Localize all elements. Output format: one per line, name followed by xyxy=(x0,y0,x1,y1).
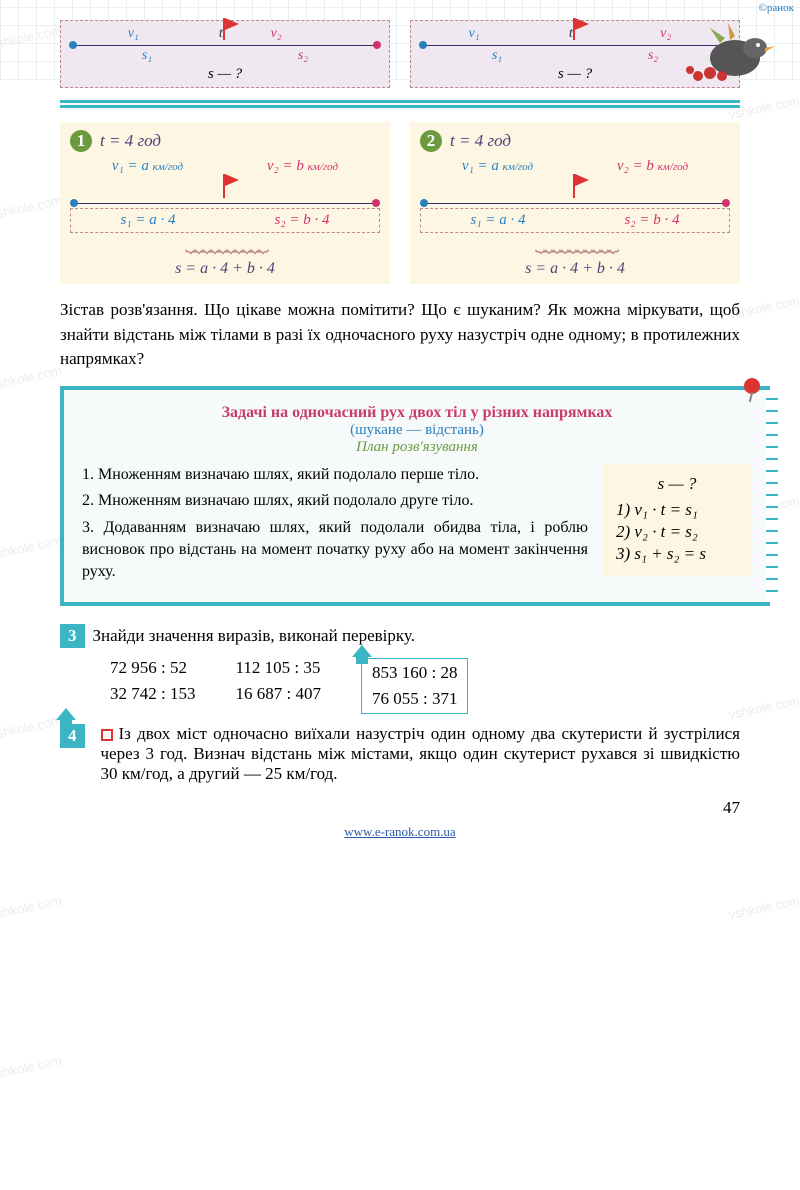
task-3: 3Знайди значення виразів, виконай переві… xyxy=(60,624,740,648)
rules-plan-heading: План розв'язування xyxy=(82,439,752,456)
expressions-grid: 72 956 : 52 32 742 : 153 112 105 : 35 16… xyxy=(110,658,740,714)
rules-box: Задачі на одночасний рух двох тіл у різн… xyxy=(60,386,770,606)
expression: 853 160 : 28 xyxy=(372,663,457,683)
page-number: 47 xyxy=(60,798,740,818)
expression: 76 055 : 371 xyxy=(372,689,457,709)
expression: 112 105 : 35 xyxy=(235,658,320,678)
top-diagram-row: v₁ t v₂ s₁s₂ s — ? v₁ t v₂ s₁s₂ s — ? xyxy=(60,20,740,88)
rules-item: 3. Додаванням визначаю шлях, який подола… xyxy=(82,517,588,584)
rules-list: 1. Множенням визначаю шлях, який подолал… xyxy=(82,464,588,588)
pin-icon xyxy=(744,378,760,394)
home-icon xyxy=(352,645,372,657)
diagram-converging: v₁ t v₂ s₁s₂ s — ? xyxy=(60,20,390,88)
formula-box: s — ? 1) v₁ · t = s₁ 2) v₂ · t = s₂ 3) s… xyxy=(602,464,752,576)
rules-item: 1. Множенням визначаю шлях, який подолал… xyxy=(82,464,588,486)
task-number: 3 xyxy=(60,624,85,648)
rules-subtitle: (шукане — відстань) xyxy=(82,422,752,439)
expression: 72 956 : 52 xyxy=(110,658,195,678)
footer-link[interactable]: www.e-ranok.com.ua xyxy=(60,824,740,840)
task-4: 4 Із двох міст одночасно виїхали назустр… xyxy=(60,724,740,784)
expression: 16 687 : 407 xyxy=(235,684,320,704)
homework-box: 853 160 : 28 76 055 : 371 xyxy=(361,658,468,714)
instruction-paragraph: Зістав розв'язання. Що цікаве можна помі… xyxy=(60,298,740,372)
red-square-icon xyxy=(101,729,113,741)
rules-item: 2. Множенням визначаю шлях, який подолал… xyxy=(82,490,588,512)
worked-examples-row: 1t = 4 год v₁ = a км/год v₂ = b км/год s… xyxy=(60,122,740,284)
bird-illustration-icon xyxy=(680,18,780,88)
worked-example-1: 1t = 4 год v₁ = a км/год v₂ = b км/год s… xyxy=(60,122,390,284)
task-number: 4 xyxy=(60,724,85,748)
home-icon xyxy=(56,708,76,720)
expression: 32 742 : 153 xyxy=(110,684,195,704)
watermark: vshkole.com xyxy=(727,893,800,923)
watermark: vshkole.com xyxy=(0,893,63,923)
worked-example-2: 2t = 4 год v₁ = a км/год v₂ = b км/год s… xyxy=(410,122,740,284)
rules-title: Задачі на одночасний рух двох тіл у різн… xyxy=(82,404,752,422)
watermark: vshkole.com xyxy=(0,1053,63,1083)
